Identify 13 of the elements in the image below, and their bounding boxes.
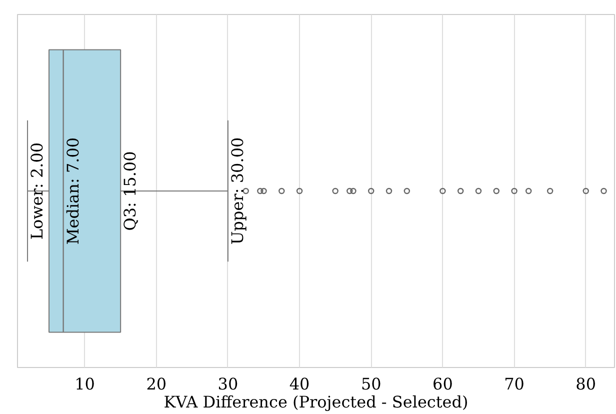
x-axis-title: KVA Difference (Projected - Selected) [164, 392, 468, 412]
annotation: Q3: 15.00 [120, 151, 140, 231]
x-tick-label: 80 [576, 374, 596, 394]
x-tick-label: 60 [432, 374, 453, 394]
annotation: Upper: 30.00 [228, 137, 247, 245]
x-tick-label: 70 [504, 374, 524, 394]
x-tick-label: 40 [289, 374, 310, 394]
x-tick-label: 20 [146, 374, 167, 394]
annotation: Median: 7.00 [63, 137, 82, 245]
x-tick-label: 30 [218, 374, 238, 394]
x-tick-label: 10 [74, 374, 95, 394]
x-tick-label: 50 [360, 374, 382, 394]
annotation: Lower: 2.00 [28, 142, 47, 240]
